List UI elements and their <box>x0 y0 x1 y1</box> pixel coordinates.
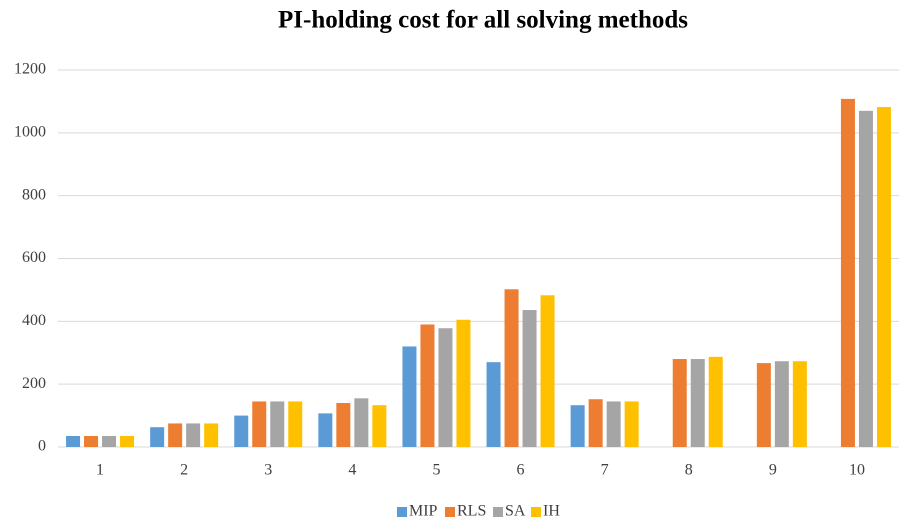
bar <box>756 363 771 447</box>
legend-label: IH <box>543 503 560 520</box>
bar <box>486 362 501 447</box>
bar <box>186 423 201 447</box>
bar <box>624 401 639 447</box>
bar <box>252 401 267 447</box>
y-tick-label: 800 <box>22 186 46 203</box>
bar <box>120 436 135 447</box>
chart-title: PI-holding cost for all solving methods <box>278 7 688 34</box>
bar <box>234 415 249 447</box>
legend-swatch <box>531 507 541 517</box>
bar <box>690 359 705 447</box>
bar <box>672 359 687 447</box>
bar <box>438 328 453 447</box>
bar <box>288 401 303 447</box>
x-tick-label: 1 <box>96 462 104 479</box>
bar <box>102 436 117 447</box>
bar <box>402 346 417 447</box>
bar <box>876 107 891 448</box>
bar <box>774 361 789 447</box>
bar <box>708 356 723 447</box>
bar <box>570 405 585 447</box>
x-tick-label: 6 <box>517 462 525 479</box>
bar <box>858 110 873 447</box>
legend-label: SA <box>505 503 526 520</box>
bar <box>336 403 351 447</box>
bar <box>150 427 165 447</box>
bar <box>168 423 183 447</box>
legend-swatch <box>493 507 503 517</box>
x-tick-label: 4 <box>348 462 356 479</box>
x-tick-label: 10 <box>849 462 865 479</box>
bar <box>606 401 621 447</box>
bar <box>84 436 99 447</box>
legend-swatch <box>445 507 455 517</box>
y-tick-label: 1000 <box>14 124 46 141</box>
x-tick-label: 3 <box>264 462 272 479</box>
x-tick-label: 7 <box>601 462 609 479</box>
bar <box>540 295 555 447</box>
y-tick-label: 1200 <box>14 61 46 78</box>
bar <box>522 310 537 447</box>
x-tick-label: 9 <box>769 462 777 479</box>
y-tick-label: 600 <box>22 249 46 266</box>
x-tick-label: 5 <box>432 462 440 479</box>
bar <box>270 401 285 447</box>
bar <box>318 413 333 447</box>
legend-label: RLS <box>457 503 486 520</box>
bar <box>456 319 471 447</box>
bar <box>372 405 387 447</box>
y-tick-label: 400 <box>22 312 46 329</box>
bar <box>66 436 81 447</box>
bar <box>354 398 369 447</box>
legend-label: MIP <box>409 503 438 520</box>
bar <box>204 423 219 447</box>
bar <box>420 324 435 447</box>
x-tick-label: 8 <box>685 462 693 479</box>
legend-swatch <box>397 507 407 517</box>
bar <box>588 399 603 447</box>
bar <box>504 289 519 447</box>
y-tick-label: 200 <box>22 375 46 392</box>
bar <box>840 98 855 448</box>
bar <box>792 361 807 447</box>
x-tick-label: 2 <box>180 462 188 479</box>
y-tick-label: 0 <box>38 438 46 455</box>
